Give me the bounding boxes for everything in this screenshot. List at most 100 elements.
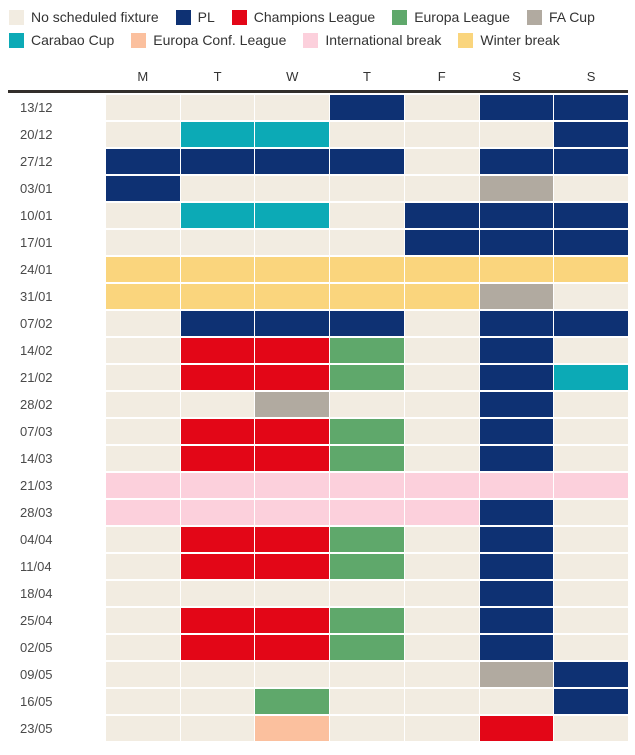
fixture-cell-13-12-day6-pl xyxy=(554,95,628,120)
fixture-cell-02-05-day6-none xyxy=(554,635,628,660)
fixture-cell-10-01-day1-carabao xyxy=(180,203,255,228)
legend-swatch-winter xyxy=(458,32,474,48)
fixture-cell-18-04-day4-none xyxy=(404,581,479,606)
fixture-cell-03-01-day1-none xyxy=(180,176,255,201)
fixture-cell-17-01-day6-pl xyxy=(554,230,628,255)
fixture-cell-21-02-day4-none xyxy=(404,365,479,390)
fixture-cell-23-05-day4-none xyxy=(404,716,479,741)
week-label-31-01: 31/01 xyxy=(0,284,105,309)
fixture-cell-14-03-day6-none xyxy=(554,446,628,471)
fixture-cell-16-05-day5-none xyxy=(479,689,554,714)
day-header-3: T xyxy=(363,69,371,84)
legend-label-winter: Winter break xyxy=(480,32,560,48)
fixture-cell-07-03-day2-ucl xyxy=(255,419,330,444)
fixture-cell-04-04-day6-none xyxy=(554,527,628,552)
fixture-cell-07-03-day1-ucl xyxy=(180,419,255,444)
fixture-cell-02-05-day2-ucl xyxy=(255,635,330,660)
fixture-cell-23-05-day6-none xyxy=(554,716,628,741)
fixture-cell-27-12-day5-pl xyxy=(479,149,554,174)
fixture-cell-20-12-day2-carabao xyxy=(255,122,330,147)
fixture-cell-16-05-day0-none xyxy=(106,689,180,714)
week-label-11-04: 11/04 xyxy=(0,554,105,579)
day-header-0: M xyxy=(137,69,149,84)
fixture-cell-14-03-day0-none xyxy=(106,446,180,471)
fixture-cell-24-01-day6-winter xyxy=(554,257,628,282)
fixture-cell-18-04-day3-none xyxy=(330,581,404,606)
fixture-cell-09-05-day2-none xyxy=(255,662,330,687)
fixture-cell-31-01-day4-winter xyxy=(404,284,479,309)
fixture-cell-02-05-day3-uel xyxy=(330,635,404,660)
fixture-cell-02-05-day1-ucl xyxy=(180,635,255,660)
fixture-cell-02-05-day4-none xyxy=(404,635,479,660)
header-rule xyxy=(8,90,628,93)
fixture-cell-07-03-day5-pl xyxy=(479,419,554,444)
fixture-cell-31-01-day1-winter xyxy=(180,284,255,309)
fixture-cell-14-03-day3-uel xyxy=(330,446,404,471)
fixture-cell-24-01-day4-winter xyxy=(404,257,479,282)
fixture-cell-28-03-day0-intl xyxy=(106,500,180,525)
fixture-cell-25-04-day4-none xyxy=(404,608,479,633)
fixture-cell-21-03-day4-intl xyxy=(404,473,479,498)
fixture-cell-14-02-day5-pl xyxy=(479,338,554,363)
week-label-28-02: 28/02 xyxy=(0,392,105,417)
week-label-13-12: 13/12 xyxy=(0,95,105,120)
fixture-cell-11-04-day2-ucl xyxy=(255,554,330,579)
fixture-cell-17-01-day4-pl xyxy=(404,230,479,255)
legend-swatch-pl xyxy=(175,9,191,25)
legend-label-uel: Europa League xyxy=(414,9,510,25)
week-label-21-02: 21/02 xyxy=(0,365,105,390)
fixture-cell-31-01-day5-facup xyxy=(479,284,554,309)
legend-label-intl: International break xyxy=(325,32,442,48)
legend-item-none: No scheduled fixture xyxy=(9,9,159,25)
fixture-cell-28-02-day4-none xyxy=(404,392,479,417)
fixture-cell-14-02-day6-none xyxy=(554,338,628,363)
fixture-cell-16-05-day3-none xyxy=(330,689,404,714)
fixture-cell-23-05-day3-none xyxy=(330,716,404,741)
legend-swatch-intl xyxy=(303,32,319,48)
fixture-cell-04-04-day4-none xyxy=(404,527,479,552)
fixture-cell-10-01-day3-none xyxy=(330,203,404,228)
fixture-cell-25-04-day0-none xyxy=(106,608,180,633)
fixture-cell-21-03-day6-intl xyxy=(554,473,628,498)
fixture-cell-31-01-day3-winter xyxy=(330,284,404,309)
fixture-cell-07-03-day0-none xyxy=(106,419,180,444)
fixture-cell-31-01-day2-winter xyxy=(255,284,330,309)
fixture-cell-24-01-day3-winter xyxy=(330,257,404,282)
fixture-cell-28-03-day5-pl xyxy=(479,500,554,525)
legend-swatch-ucl xyxy=(231,9,247,25)
fixture-cell-17-01-day0-none xyxy=(106,230,180,255)
fixture-cell-21-03-day0-intl xyxy=(106,473,180,498)
fixture-cell-13-12-day2-none xyxy=(255,95,330,120)
fixture-cell-23-05-day0-none xyxy=(106,716,180,741)
fixture-cell-03-01-day0-pl xyxy=(106,176,180,201)
legend-item-pl: PL xyxy=(175,9,215,25)
fixture-cell-14-02-day1-ucl xyxy=(180,338,255,363)
fixture-cell-02-05-day0-none xyxy=(106,635,180,660)
legend-item-uecl: Europa Conf. League xyxy=(131,32,286,48)
day-header-1: T xyxy=(213,69,222,84)
legend-swatch-uecl xyxy=(131,32,147,48)
fixture-cell-20-12-day5-none xyxy=(479,122,554,147)
fixture-cell-13-12-day1-none xyxy=(180,95,255,120)
fixture-cell-10-01-day0-none xyxy=(106,203,180,228)
fixture-cell-28-02-day5-pl xyxy=(479,392,554,417)
fixture-cell-18-04-day6-none xyxy=(554,581,628,606)
fixture-cell-11-04-day4-none xyxy=(404,554,479,579)
week-label-03-01: 03/01 xyxy=(0,176,105,201)
week-label-14-02: 14/02 xyxy=(0,338,105,363)
fixture-cell-31-01-day0-winter xyxy=(106,284,180,309)
fixture-cell-25-04-day1-ucl xyxy=(180,608,255,633)
fixture-cell-04-04-day5-pl xyxy=(479,527,554,552)
fixture-cell-09-05-day4-none xyxy=(404,662,479,687)
week-label-14-03: 14/03 xyxy=(0,446,105,471)
day-header-5: S xyxy=(512,69,521,84)
fixture-cell-20-12-day0-none xyxy=(106,122,180,147)
day-header-2: W xyxy=(286,69,299,84)
fixture-cell-09-05-day5-facup xyxy=(479,662,554,687)
fixture-cell-09-05-day0-none xyxy=(106,662,180,687)
fixture-cell-28-02-day2-facup xyxy=(255,392,330,417)
fixture-cell-16-05-day2-uel xyxy=(255,689,330,714)
fixture-cell-18-04-day5-pl xyxy=(479,581,554,606)
fixture-cell-17-01-day1-none xyxy=(180,230,255,255)
fixture-cell-24-01-day2-winter xyxy=(255,257,330,282)
